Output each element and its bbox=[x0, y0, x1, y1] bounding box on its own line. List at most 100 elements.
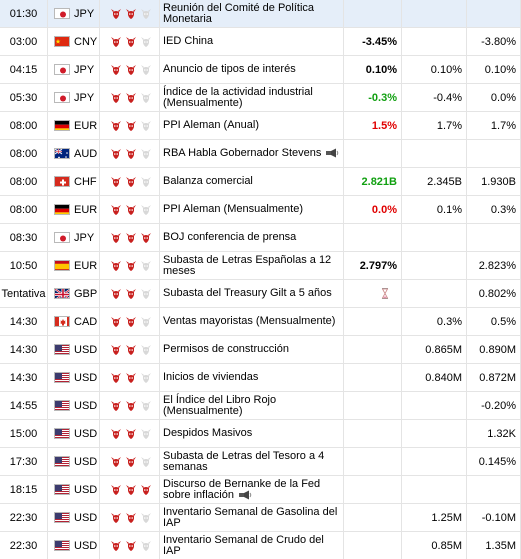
event-row[interactable]: 03:00 CNY IED China -3.45% -3.80% bbox=[0, 28, 521, 56]
event-row[interactable]: 17:30 USD Subasta de Letras del Tesoro a 4… bbox=[0, 448, 521, 476]
event-name[interactable]: Subasta de Letras del Tesoro a 4 semanas bbox=[160, 448, 344, 475]
us-flag-icon bbox=[48, 476, 72, 503]
event-row[interactable]: 08:00 EUR PPI Aleman (Mensualmente) 0.0% 0.1… bbox=[0, 196, 521, 224]
event-row[interactable]: 14:30 USD Inicios de viviendas 0.840M 0.872M bbox=[0, 364, 521, 392]
event-row[interactable]: 22:30 USD Inventario Semanal de Crudo del … bbox=[0, 532, 521, 559]
event-forecast bbox=[402, 280, 467, 307]
event-time: 14:55 bbox=[0, 392, 48, 419]
event-previous: 1.32K bbox=[467, 420, 521, 447]
bull-importance-icon bbox=[125, 400, 137, 412]
event-forecast: 0.840M bbox=[402, 364, 467, 391]
bull-importance-icon bbox=[125, 456, 137, 468]
bull-importance-icon bbox=[110, 204, 122, 216]
event-forecast: 0.3% bbox=[402, 308, 467, 335]
event-name[interactable]: IED China bbox=[160, 28, 344, 55]
event-name-text: El Índice del Libro Rojo (Mensualmente) bbox=[163, 393, 277, 417]
event-actual bbox=[344, 280, 402, 307]
event-forecast: 0.1% bbox=[402, 196, 467, 223]
event-row[interactable]: 14:30 CAD Ventas mayoristas (Mensualmente)… bbox=[0, 308, 521, 336]
event-actual bbox=[344, 392, 402, 419]
event-name[interactable]: Discurso de Bernanke de la Fed sobre inf… bbox=[160, 476, 344, 503]
event-name[interactable]: Anuncio de tipos de interés bbox=[160, 56, 344, 83]
event-row[interactable]: 08:30 JPY BOJ conferencia de prensa bbox=[0, 224, 521, 252]
event-name[interactable]: Balanza comercial bbox=[160, 168, 344, 195]
event-forecast: -0.4% bbox=[402, 84, 467, 111]
bull-importance-icon bbox=[110, 8, 122, 20]
event-name[interactable]: Inventario Semanal de Crudo del IAP bbox=[160, 532, 344, 559]
event-currency: EUR bbox=[72, 112, 100, 139]
event-row[interactable]: 08:00 EUR PPI Aleman (Anual) 1.5% 1.7% 1.7% bbox=[0, 112, 521, 140]
event-importance bbox=[100, 196, 160, 223]
event-name[interactable]: PPI Aleman (Mensualmente) bbox=[160, 196, 344, 223]
event-importance bbox=[100, 168, 160, 195]
event-importance bbox=[100, 420, 160, 447]
event-time: 22:30 bbox=[0, 532, 48, 559]
event-row[interactable]: 08:00 AUD RBA Habla Gobernador Stevens bbox=[0, 140, 521, 168]
event-forecast bbox=[402, 224, 467, 251]
bull-importance-icon bbox=[125, 316, 137, 328]
event-name[interactable]: Despidos Masivos bbox=[160, 420, 344, 447]
event-row[interactable]: 22:30 USD Inventario Semanal de Gasolina d… bbox=[0, 504, 521, 532]
event-currency: USD bbox=[72, 364, 100, 391]
event-currency: USD bbox=[72, 336, 100, 363]
event-time: 10:50 bbox=[0, 252, 48, 279]
bull-importance-icon bbox=[125, 92, 137, 104]
event-currency: JPY bbox=[72, 84, 100, 111]
jp-flag-icon bbox=[48, 224, 72, 251]
event-name[interactable]: Inventario Semanal de Gasolina del IAP bbox=[160, 504, 344, 531]
event-row[interactable]: 05:30 JPY Índice de la actividad industria… bbox=[0, 84, 521, 112]
event-previous: 0.890M bbox=[467, 336, 521, 363]
event-importance bbox=[100, 532, 160, 559]
bull-importance-icon bbox=[110, 148, 122, 160]
event-row[interactable]: 14:30 USD Permisos de construcción 0.865M 0.… bbox=[0, 336, 521, 364]
bull-importance-icon bbox=[125, 176, 137, 188]
event-row[interactable]: 14:55 USD El Índice del Libro Rojo (Mensua… bbox=[0, 392, 521, 420]
event-row[interactable]: 08:00 CHF Balanza comercial 2.821B 2.345B 1.9… bbox=[0, 168, 521, 196]
event-previous: 0.872M bbox=[467, 364, 521, 391]
event-name-text: Subasta de Letras Españolas a 12 meses bbox=[163, 253, 332, 277]
event-name-text: Inicios de viviendas bbox=[163, 371, 259, 383]
gb-flag-icon bbox=[48, 280, 72, 307]
event-previous: 0.5% bbox=[467, 308, 521, 335]
event-previous bbox=[467, 0, 521, 27]
bull-importance-icon bbox=[140, 456, 152, 468]
event-actual bbox=[344, 504, 402, 531]
event-name[interactable]: Reunión del Comité de Política Monetaria bbox=[160, 0, 344, 27]
bull-importance-icon bbox=[140, 8, 152, 20]
event-name[interactable]: PPI Aleman (Anual) bbox=[160, 112, 344, 139]
event-row[interactable]: 04:15 JPY Anuncio de tipos de interés 0.10%… bbox=[0, 56, 521, 84]
bull-importance-icon bbox=[125, 428, 137, 440]
event-name[interactable]: Ventas mayoristas (Mensualmente) bbox=[160, 308, 344, 335]
event-name[interactable]: Inicios de viviendas bbox=[160, 364, 344, 391]
event-importance bbox=[100, 280, 160, 307]
event-importance bbox=[100, 0, 160, 27]
event-name[interactable]: Índice de la actividad industrial (Mensu… bbox=[160, 84, 344, 111]
event-row[interactable]: 10:50 EUR Subasta de Letras Españolas a 12… bbox=[0, 252, 521, 280]
event-time: 18:15 bbox=[0, 476, 48, 503]
event-name-text: Subasta de Letras del Tesoro a 4 semanas bbox=[163, 449, 325, 473]
event-name[interactable]: BOJ conferencia de prensa bbox=[160, 224, 344, 251]
us-flag-icon bbox=[48, 504, 72, 531]
event-previous: 0.802% bbox=[467, 280, 521, 307]
event-currency: AUD bbox=[72, 140, 100, 167]
event-forecast: 1.7% bbox=[402, 112, 467, 139]
event-currency: CAD bbox=[72, 308, 100, 335]
event-time: 14:30 bbox=[0, 308, 48, 335]
event-currency: EUR bbox=[72, 252, 100, 279]
event-forecast bbox=[402, 140, 467, 167]
event-previous: 1.930B bbox=[467, 168, 521, 195]
event-row[interactable]: Tentativa GBP Subasta del Treasury Gilt a … bbox=[0, 280, 521, 308]
event-name[interactable]: RBA Habla Gobernador Stevens bbox=[160, 140, 344, 167]
event-row[interactable]: 01:30 JPY Reunión del Comité de Política M… bbox=[0, 0, 521, 28]
ch-flag-icon bbox=[48, 168, 72, 195]
event-name[interactable]: Permisos de construcción bbox=[160, 336, 344, 363]
event-forecast bbox=[402, 448, 467, 475]
event-name[interactable]: El Índice del Libro Rojo (Mensualmente) bbox=[160, 392, 344, 419]
bull-importance-icon bbox=[140, 36, 152, 48]
event-name[interactable]: Subasta del Treasury Gilt a 5 años bbox=[160, 280, 344, 307]
event-row[interactable]: 18:15 USD Discurso de Bernanke de la Fed s… bbox=[0, 476, 521, 504]
event-name[interactable]: Subasta de Letras Españolas a 12 meses bbox=[160, 252, 344, 279]
event-row[interactable]: 15:00 USD Despidos Masivos 1.32K bbox=[0, 420, 521, 448]
bull-importance-icon bbox=[140, 400, 152, 412]
